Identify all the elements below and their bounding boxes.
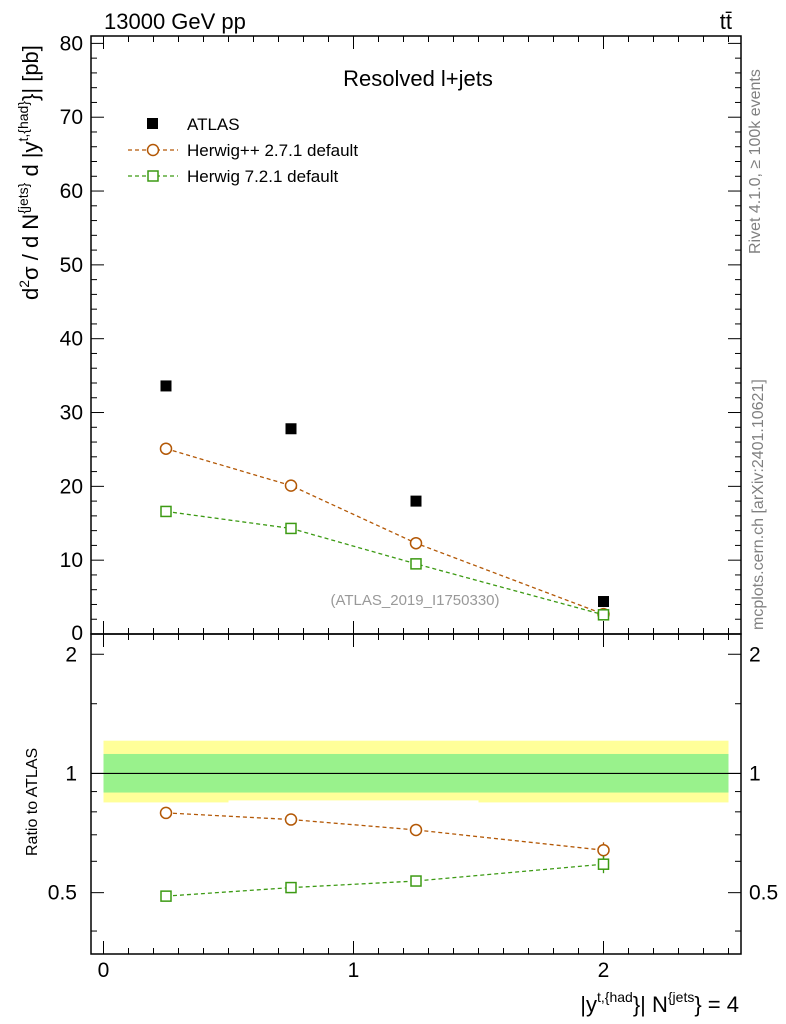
- data-point-0: [598, 596, 609, 608]
- plot-title: Resolved l+jets: [343, 66, 493, 91]
- ratio-point-1: [284, 813, 298, 826]
- x-tick-label: 2: [598, 959, 610, 982]
- data-point-2: [285, 522, 297, 535]
- legend-herwigpp-marker: [146, 143, 160, 157]
- y-tick-label-zero: 0: [71, 622, 83, 645]
- ratio-tick-label: 1: [65, 762, 77, 785]
- ratio-point-1: [159, 806, 173, 820]
- ratio-panel-frame: [90, 633, 742, 955]
- rivet-label: Rivet 4.1.0, ≥ 100k events: [747, 69, 764, 254]
- ratio-point-2: [160, 890, 172, 902]
- main-series: [159, 380, 610, 621]
- x-tick-label: 1: [348, 959, 360, 982]
- data-point-2: [160, 505, 172, 518]
- legend: ATLAS Herwig++ 2.7.1 default Herwig 7.2.…: [128, 115, 358, 186]
- y-tick-label: 60: [60, 180, 83, 203]
- legend-herwig7-label: Herwig 7.2.1 default: [187, 167, 338, 186]
- process-label: tt̄: [720, 9, 732, 34]
- series-line-1: [165, 448, 604, 615]
- mcplots-label: mcplots.cern.ch [arXiv:2401.10621]: [750, 379, 767, 630]
- series-line-2: [165, 510, 604, 616]
- legend-herwig7-marker: [147, 170, 159, 182]
- x-axis-label: |yt,{had}| N{jets} = 4: [580, 989, 739, 1017]
- ratio-line-2: [165, 863, 604, 897]
- ratio-bands: [91, 740, 741, 803]
- y-tick-label: 70: [60, 106, 83, 129]
- ratio-tick-label-right: 1: [749, 762, 761, 785]
- legend-atlas-marker: [147, 118, 158, 129]
- energy-label: 13000 GeV pp: [104, 9, 246, 34]
- x-tick-label: 0: [98, 959, 110, 982]
- ratio-point-1: [409, 823, 423, 837]
- ratio-point-2: [285, 881, 297, 894]
- data-point-0: [285, 423, 297, 435]
- y-axis-label: d2σ / d N{jets} d |yt,{had}}| [pb]: [15, 45, 43, 300]
- y-tick-label: 80: [60, 32, 83, 55]
- y-tick-label: 30: [60, 402, 83, 425]
- ratio-tick-label-right: 0.5: [749, 882, 778, 905]
- data-point-1: [409, 536, 423, 550]
- data-point-0: [160, 380, 172, 392]
- ratio-point-2: [597, 858, 610, 870]
- ratio-y-axis-label: Ratio to ATLAS: [24, 748, 41, 856]
- ratio-point-1: [597, 843, 610, 857]
- ratio-tick-label: 2: [65, 643, 77, 666]
- y-tick-label: 20: [60, 475, 83, 498]
- legend-herwigpp-label: Herwig++ 2.7.1 default: [187, 141, 358, 160]
- data-point-2: [597, 609, 610, 621]
- legend-atlas-label: ATLAS: [187, 115, 240, 134]
- axes: 10 20 30 40 50 60 70 80 0 0 1 2 0.5 0.5 1 1 2 2: [48, 32, 778, 982]
- data-point-1: [284, 479, 298, 492]
- y-tick-label: 50: [60, 254, 83, 277]
- data-point-1: [159, 442, 173, 455]
- analysis-id: (ATLAS_2019_I1750330): [330, 592, 499, 609]
- ratio-series: [159, 806, 610, 902]
- ratio-tick-label: 0.5: [48, 882, 77, 905]
- ratio-tick-label-right: 2: [749, 643, 761, 666]
- data-point-0: [410, 495, 422, 507]
- data-point-2: [410, 558, 422, 570]
- y-tick-label: 10: [60, 549, 83, 572]
- ratio-point-2: [410, 875, 422, 887]
- y-tick-label: 40: [60, 328, 83, 351]
- ratio-line-1: [165, 812, 604, 851]
